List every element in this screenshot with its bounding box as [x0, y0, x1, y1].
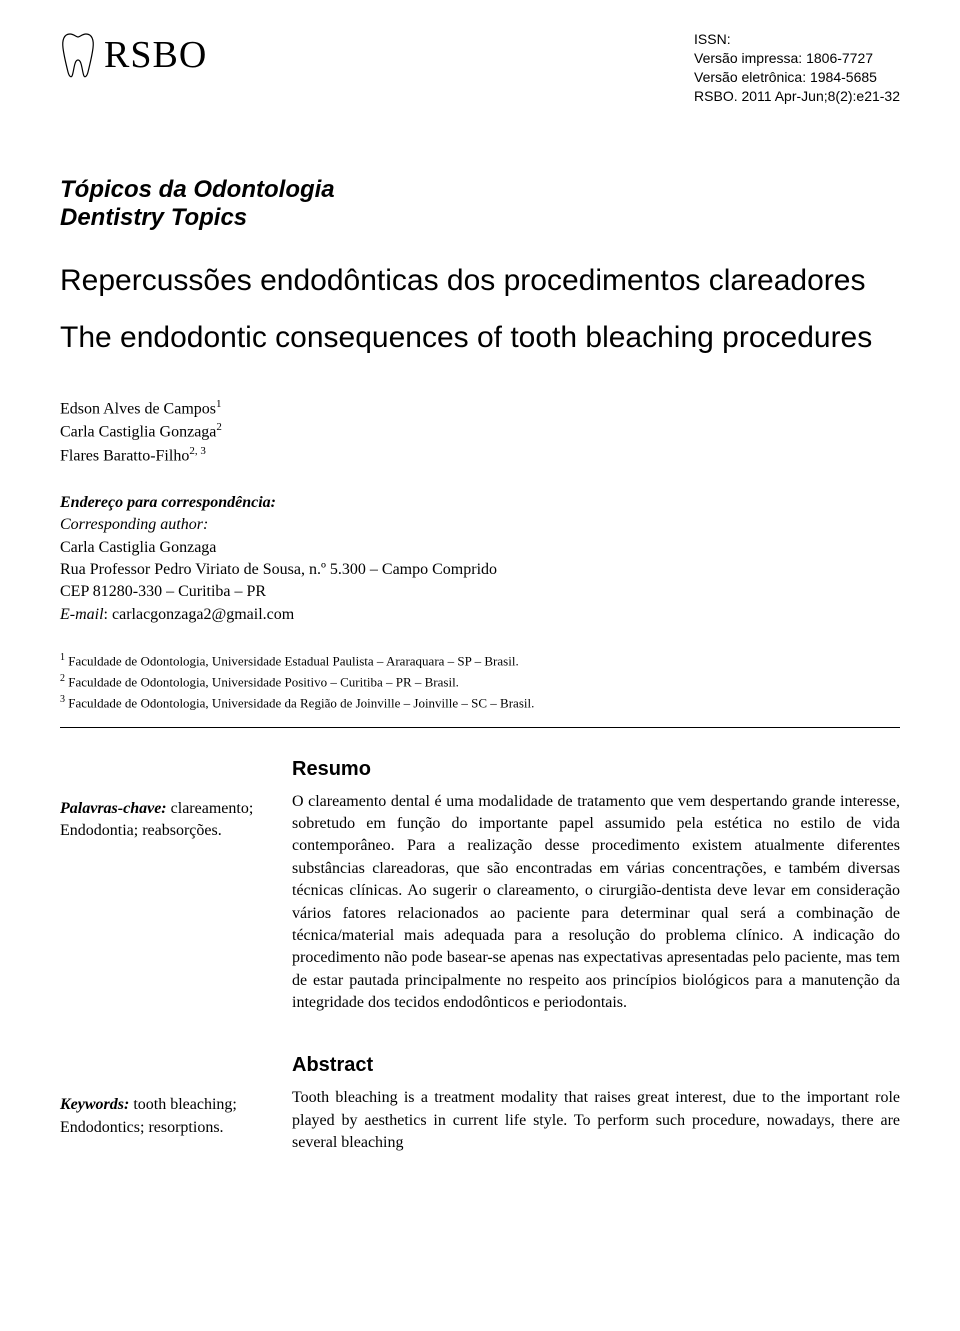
issn-block: ISSN: Versão impressa: 1806-7727 Versão … — [694, 30, 900, 106]
correspondence-label-pt: Endereço para correspondência: — [60, 492, 900, 514]
affiliation-line: 3 Faculdade de Odontologia, Universidade… — [60, 692, 900, 713]
journal-name: RSBO — [104, 33, 207, 77]
issn-label: ISSN: — [694, 30, 900, 49]
resumo-heading: Resumo — [292, 758, 900, 781]
abstract-heading: Abstract — [292, 1054, 900, 1077]
tooth-icon — [60, 30, 96, 80]
issn-online: Versão eletrônica: 1984-5685 — [694, 68, 900, 87]
abstract-sidebar: Keywords: tooth bleaching; Endodontics; … — [60, 1054, 260, 1154]
keywords-box: Keywords: tooth bleaching; Endodontics; … — [60, 1094, 260, 1139]
page-header: RSBO ISSN: Versão impressa: 1806-7727 Ve… — [60, 30, 900, 106]
author-line: Edson Alves de Campos1 — [60, 397, 900, 421]
correspondence-email-line: E-mail: carlacgonzaga2@gmail.com — [60, 604, 900, 626]
authors-block: Edson Alves de Campos1 Carla Castiglia G… — [60, 397, 900, 468]
issn-print: Versão impressa: 1806-7727 — [694, 49, 900, 68]
abstract-section: Keywords: tooth bleaching; Endodontics; … — [60, 1054, 900, 1154]
affiliations-block: 1 Faculdade de Odontologia, Universidade… — [60, 650, 900, 712]
author-line: Flares Baratto-Filho2, 3 — [60, 444, 900, 468]
affiliation-line: 2 Faculdade de Odontologia, Universidade… — [60, 671, 900, 692]
correspondence-block: Endereço para correspondência: Correspon… — [60, 492, 900, 626]
section-pt: Tópicos da Odontologia — [60, 176, 900, 204]
article-title-pt: Repercussões endodônticas dos procedimen… — [60, 262, 900, 300]
correspondence-line2: CEP 81280-330 – Curitiba – PR — [60, 581, 900, 603]
abstract-body: Tooth bleaching is a treatment modality … — [292, 1087, 900, 1154]
divider — [60, 727, 900, 728]
resumo-body: O clareamento dental é uma modalidade de… — [292, 791, 900, 1015]
article-title-en: The endodontic consequences of tooth ble… — [60, 319, 900, 357]
palavras-chave-box: Palavras-chave: clareamento; Endodontia;… — [60, 798, 260, 843]
author-line: Carla Castiglia Gonzaga2 — [60, 420, 900, 444]
resumo-section: Palavras-chave: clareamento; Endodontia;… — [60, 758, 900, 1015]
citation: RSBO. 2011 Apr-Jun;8(2):e21-32 — [694, 87, 900, 106]
affiliation-line: 1 Faculdade de Odontologia, Universidade… — [60, 650, 900, 671]
abstract-main: Abstract Tooth bleaching is a treatment … — [292, 1054, 900, 1154]
correspondence-name: Carla Castiglia Gonzaga — [60, 537, 900, 559]
resumo-main: Resumo O clareamento dental é uma modali… — [292, 758, 900, 1015]
correspondence-line1: Rua Professor Pedro Viriato de Sousa, n.… — [60, 559, 900, 581]
correspondence-label-en: Corresponding author: — [60, 514, 900, 536]
palavras-chave-label: Palavras-chave: — [60, 800, 167, 817]
resumo-sidebar: Palavras-chave: clareamento; Endodontia;… — [60, 758, 260, 1015]
section-headers: Tópicos da Odontologia Dentistry Topics — [60, 176, 900, 232]
journal-logo-block: RSBO — [60, 30, 207, 80]
keywords-label: Keywords: — [60, 1096, 129, 1113]
section-en: Dentistry Topics — [60, 204, 900, 232]
